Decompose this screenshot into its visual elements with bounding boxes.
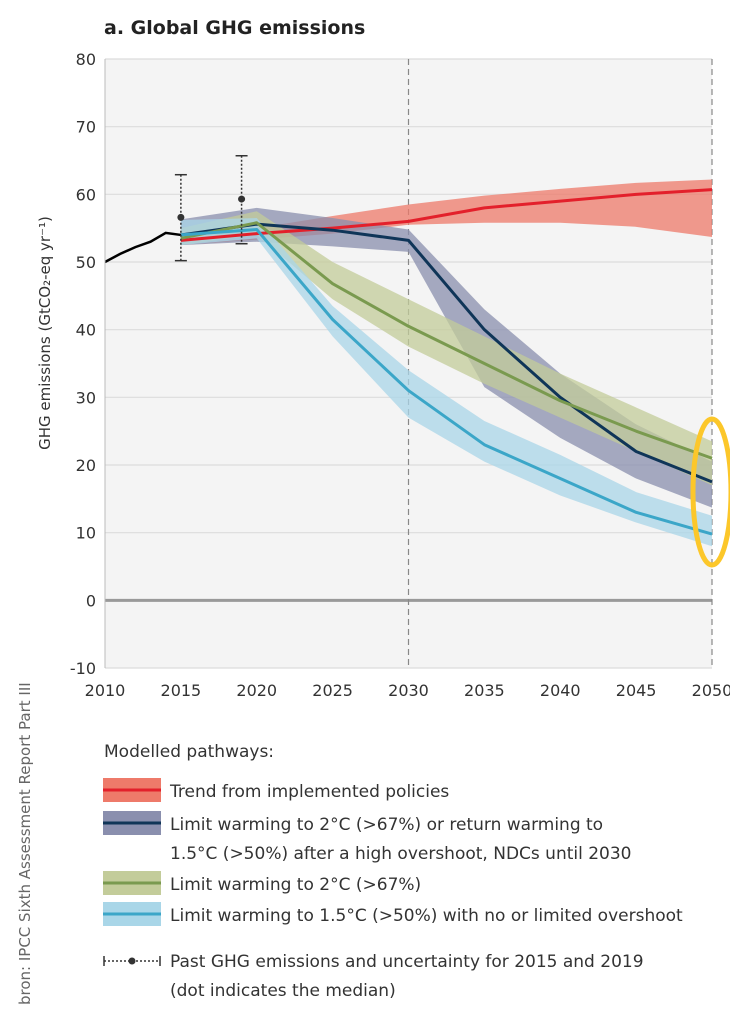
median-dot	[238, 195, 246, 203]
legend-label: Limit warming to 1.5°C (>50%) with no or…	[170, 906, 683, 926]
legend-label: Limit warming to 2°C (>67%)	[170, 875, 421, 895]
y-tick-label: 60	[76, 185, 96, 204]
series-band	[180, 207, 712, 508]
series-band	[180, 211, 712, 486]
x-tick-label: 2030	[388, 681, 429, 700]
y-tick-label: 10	[76, 524, 96, 543]
chart-title: a. Global GHG emissions	[104, 17, 365, 39]
y-tick-label: 80	[76, 50, 96, 69]
y-tick-label: -10	[70, 659, 96, 678]
y-tick-label: 30	[76, 388, 96, 407]
series-line	[180, 221, 713, 460]
series-line	[180, 222, 713, 484]
legend-label-line2: (dot indicates the median)	[170, 981, 396, 1001]
x-tick-label: 2025	[312, 681, 353, 700]
legend-label: Past GHG emissions and uncertainty for 2…	[170, 952, 644, 972]
series-band	[180, 218, 712, 547]
x-tick-label: 2010	[85, 681, 126, 700]
median-dot	[177, 213, 185, 221]
legend-label: Limit warming to 2°C (>67%) or return wa…	[170, 815, 603, 835]
source-note: bron: IPCC Sixth Assessment Report Part …	[16, 682, 34, 1005]
legend-label-line2: 1.5°C (>50%) after a high overshoot, NDC…	[170, 844, 632, 864]
legend-title: Modelled pathways:	[104, 742, 274, 762]
x-tick-label: 2040	[540, 681, 581, 700]
legend-label: Trend from implemented policies	[169, 782, 449, 802]
x-tick-label: 2015	[161, 681, 202, 700]
x-tick-label: 2045	[616, 681, 657, 700]
y-tick-label: 20	[76, 456, 96, 475]
y-tick-label: 50	[76, 253, 96, 272]
historical-line	[104, 231, 182, 264]
y-tick-label: 70	[76, 118, 96, 137]
x-tick-label: 2035	[464, 681, 505, 700]
x-tick-label: 2020	[236, 681, 277, 700]
legend-median-dot	[128, 957, 136, 965]
y-tick-label: 40	[76, 321, 96, 340]
y-axis-label: GHG emissions (GtCO₂-eq yr⁻¹)	[36, 216, 54, 450]
x-tick-label: 2050	[692, 681, 730, 700]
highlight-ellipse	[690, 416, 730, 568]
series-line	[180, 228, 713, 536]
y-tick-label: 0	[86, 591, 96, 610]
